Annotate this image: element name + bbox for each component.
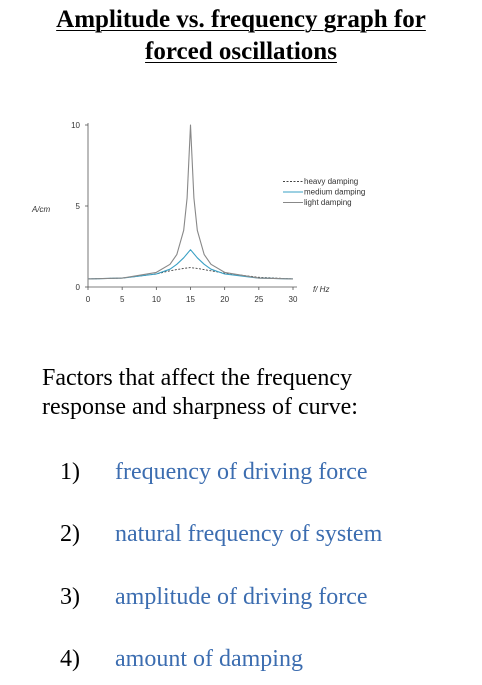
legend-label: heavy damping xyxy=(304,177,358,186)
factor-item: 1) frequency of driving force xyxy=(60,456,480,488)
series-line-heavy-damping xyxy=(87,267,294,280)
factor-text: amount of damping xyxy=(115,646,303,672)
factor-text: natural frequency of system xyxy=(115,521,383,547)
x-tick-label: 5 xyxy=(120,295,125,304)
factors-heading-line: response and sharpness of curve: xyxy=(42,394,358,420)
factors-heading: Factors that affect the frequency respon… xyxy=(42,364,472,422)
chart-curves xyxy=(87,124,294,280)
x-tick-label: 20 xyxy=(220,295,229,304)
x-tick-label: 30 xyxy=(289,295,298,304)
factor-text: amplitude of driving force xyxy=(115,584,368,610)
factor-number: 1) xyxy=(60,459,80,485)
factor-item: 4) amount of damping xyxy=(60,643,480,675)
chart-ticks: 0 5 10 15 20 25 30 0 5 10 xyxy=(71,121,298,304)
factor-number: 4) xyxy=(60,646,80,672)
factor-number: 2) xyxy=(60,521,80,547)
title-line: Amplitude vs. frequency graph for xyxy=(56,6,426,33)
y-tick-label: 0 xyxy=(76,283,81,292)
x-axis-label: f/ Hz xyxy=(313,285,329,294)
amplitude-frequency-chart: 0 5 10 15 20 25 30 0 5 10 heavy damping medium dam… xyxy=(31,121,365,304)
y-tick-label: 5 xyxy=(76,202,81,211)
title-line: forced oscillations xyxy=(145,38,337,65)
factor-item: 2) natural frequency of system xyxy=(60,518,480,550)
x-tick-label: 10 xyxy=(152,295,161,304)
x-tick-label: 0 xyxy=(86,295,91,304)
page-title: Amplitude vs. frequency graph for forced… xyxy=(0,4,482,68)
factor-text: frequency of driving force xyxy=(115,459,368,485)
x-tick-label: 25 xyxy=(254,295,263,304)
factor-item: 3) amplitude of driving force xyxy=(60,581,480,613)
factors-heading-line: Factors that affect the frequency xyxy=(42,365,353,391)
factor-number: 3) xyxy=(60,584,80,610)
legend-label: light damping xyxy=(304,198,352,207)
series-line-light-damping xyxy=(87,124,294,280)
chart-axes xyxy=(87,123,297,288)
series-line-medium-damping xyxy=(87,249,294,280)
y-tick-label: 10 xyxy=(71,121,80,130)
x-tick-label: 15 xyxy=(186,295,195,304)
y-axis-label: A/cm xyxy=(31,205,51,214)
legend-label: medium damping xyxy=(304,188,365,197)
